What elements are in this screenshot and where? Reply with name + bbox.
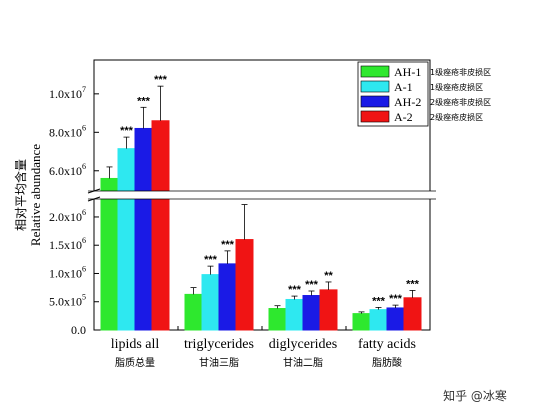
x-tick-sublabel: 脂肪酸 [372, 356, 402, 369]
significance-label: *** [221, 239, 235, 251]
y-tick-label: 6.0x106 [49, 162, 86, 178]
legend-description: 2级痤疮非皮损区 [430, 97, 491, 107]
legend-label: A-2 [394, 110, 413, 124]
legend-swatch-A-2 [360, 110, 390, 123]
x-tick-sublabel: 脂质总量 [115, 356, 155, 369]
significance-label: *** [406, 278, 420, 290]
bar-AH-2 [302, 295, 321, 331]
x-tick-label: fatty acids [358, 337, 416, 352]
bar-A-1 [369, 309, 388, 331]
significance-label: *** [305, 279, 319, 291]
x-tick-label: triglycerides [184, 337, 254, 352]
legend-swatch-A-1 [360, 80, 390, 93]
significance-label: ** [324, 270, 333, 282]
bar-A-2-lower [151, 195, 170, 331]
legend-label: AH-1 [394, 65, 421, 79]
significance-label: *** [120, 125, 134, 137]
legend-description: 2级痤疮皮损区 [430, 112, 483, 122]
legend-description: 1级痤疮非皮损区 [430, 67, 491, 77]
significance-label: *** [288, 284, 302, 296]
bar-A-2-upper [151, 120, 170, 195]
bar-A-1-upper [117, 148, 136, 195]
y-tick-label: 2.0x106 [49, 208, 86, 224]
bar-AH-1 [184, 293, 203, 331]
x-tick-sublabel: 甘油三脂 [199, 356, 239, 369]
bar-AH-1 [352, 313, 371, 331]
bar-AH-2-lower [134, 195, 153, 331]
watermark: 知乎 @冰寒 [443, 388, 507, 403]
bar-AH-1-lower [100, 195, 119, 331]
y-tick-label: 8.0x106 [49, 123, 86, 139]
legend-swatch-AH-2 [360, 95, 390, 108]
y-axis-label: Relative abundance [28, 144, 43, 246]
bar-A-2 [403, 297, 422, 331]
bar-AH-2 [218, 263, 237, 331]
bar-A-1 [201, 274, 220, 331]
legend-description: 1级痤疮皮损区 [430, 82, 483, 92]
x-tick-label: lipids all [111, 337, 160, 352]
bar-A-1 [285, 298, 304, 331]
x-tick-label: diglycerides [269, 337, 337, 352]
x-tick-sublabel: 甘油二脂 [283, 356, 323, 369]
legend-label: AH-2 [394, 95, 421, 109]
y-tick-label: 5.0x105 [49, 293, 86, 309]
bar-A-2 [319, 289, 338, 331]
bar-A-2 [235, 239, 254, 331]
significance-label: *** [372, 295, 386, 307]
legend-label: A-1 [394, 80, 413, 94]
y-axis-label-cn: 相对平均含量 [13, 159, 28, 231]
y-tick-label: 0.0 [71, 323, 86, 337]
plot-area: *********lipids all脂质总量********triglycer… [49, 59, 491, 369]
bar-A-1-lower [117, 195, 136, 331]
significance-label: *** [137, 95, 151, 107]
legend-swatch-AH-1 [360, 65, 390, 78]
significance-label: *** [389, 293, 403, 305]
y-tick-label: 1.0x106 [49, 264, 86, 280]
significance-label: *** [204, 254, 218, 266]
bar-AH-2 [386, 307, 405, 331]
significance-label: *** [154, 74, 168, 86]
axis-break-gap [88, 191, 436, 199]
bar-AH-2-upper [134, 127, 153, 195]
bar-AH-1 [268, 308, 287, 331]
y-tick-label: 1.0x107 [49, 85, 86, 101]
y-tick-label: 1.5x106 [49, 236, 86, 252]
